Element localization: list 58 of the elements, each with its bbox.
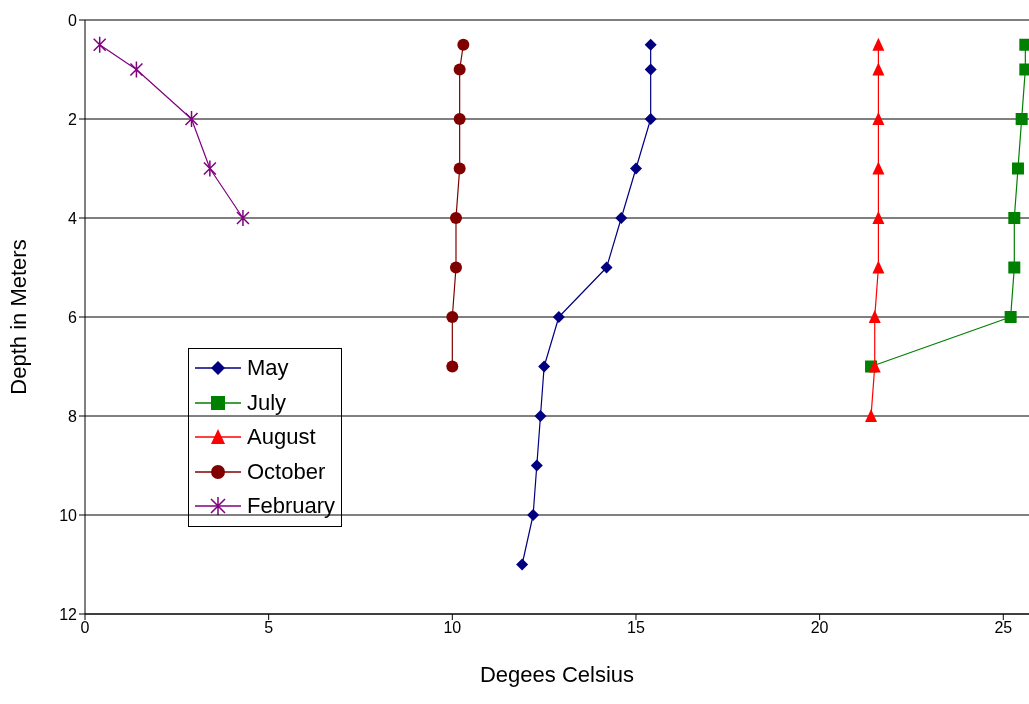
point [872,211,885,224]
point [129,60,144,79]
x-tick-label: 15 [627,619,645,637]
point [449,261,462,274]
point [1008,212,1021,224]
point [644,113,657,125]
point [453,162,466,175]
point [644,38,657,51]
point [92,36,107,54]
point [184,110,199,128]
y-tick-label: 4 [68,209,78,227]
y-tick-label: 0 [68,11,78,29]
point [629,162,642,175]
point [453,113,466,125]
legend-label: August [247,424,316,451]
point [457,38,470,51]
point [534,410,547,422]
point [453,63,466,76]
point [527,509,540,521]
point [516,558,529,571]
point [449,212,462,224]
x-tick-label: 10 [443,619,462,637]
point [872,260,885,274]
point [872,112,885,125]
point [872,62,885,76]
point [644,63,657,76]
y-tick-label: 10 [59,506,78,524]
point [1004,311,1017,323]
point [1011,162,1024,175]
point [446,360,459,373]
x-axis-title: Degees Celsius [479,662,635,687]
point [530,459,543,472]
point [203,159,217,178]
y-tick-label: 8 [68,407,78,425]
point [872,37,885,51]
y-tick-label: 12 [59,605,78,623]
y-tick-label: 2 [68,110,78,128]
y-axis-title: Depth in Meters [5,239,31,395]
point [446,311,459,323]
legend-label: October [247,458,326,485]
point [600,261,613,274]
x-tick-label: 25 [994,619,1013,637]
point [552,311,565,323]
x-tick-label: 5 [264,619,274,637]
point [1015,113,1028,125]
point [538,360,551,373]
x-tick-label: 20 [810,619,829,637]
point [236,209,250,227]
legend-label: July [247,389,287,416]
legend-label: May [247,355,289,382]
x-tick-label: 0 [80,619,90,637]
legend-label: February [247,493,336,520]
point [872,161,885,175]
point [615,212,628,224]
point [868,310,881,323]
point [865,409,878,422]
y-tick-label: 6 [68,308,78,326]
point [1008,261,1021,274]
